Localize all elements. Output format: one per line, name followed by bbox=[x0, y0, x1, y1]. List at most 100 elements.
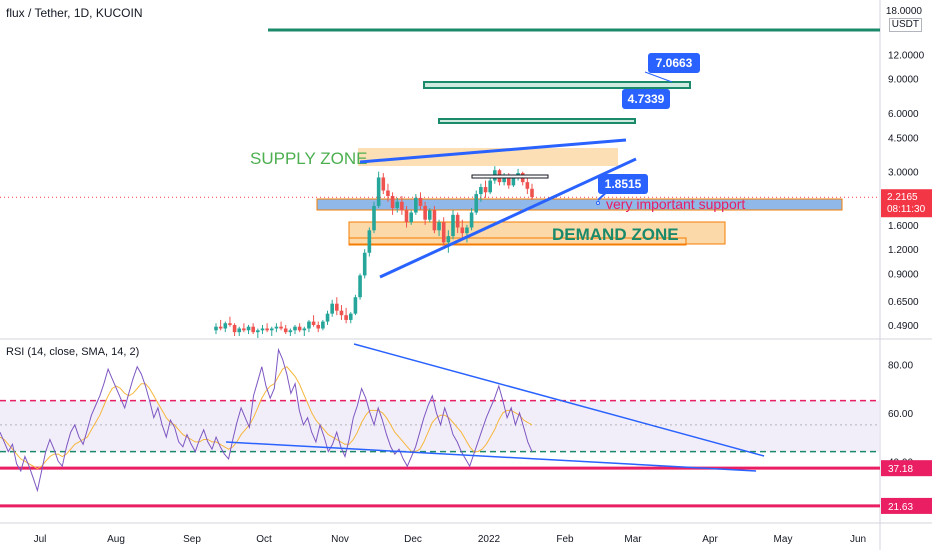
last-price-tag bbox=[881, 189, 932, 218]
rsi-band bbox=[0, 400, 880, 452]
upper-trendline bbox=[359, 138, 627, 164]
time-axis-label: Apr bbox=[702, 534, 718, 545]
range-box bbox=[471, 174, 549, 179]
candle-body bbox=[218, 326, 223, 329]
demand-zone-label: DEMAND ZONE bbox=[552, 225, 679, 244]
price-axis-label: 1.6000 bbox=[888, 221, 919, 232]
candle-body bbox=[325, 313, 330, 322]
price-axis-label: 9.0000 bbox=[888, 75, 919, 86]
candle-body bbox=[423, 205, 427, 220]
candle-body bbox=[465, 227, 469, 234]
rsi-marker-value: 37.18 bbox=[888, 464, 913, 475]
candle-body bbox=[432, 210, 437, 231]
price-axis-label: 4.5000 bbox=[888, 133, 919, 144]
candle-body bbox=[302, 328, 307, 331]
candle-body bbox=[223, 323, 228, 329]
candle-body bbox=[232, 324, 237, 333]
candle-body bbox=[525, 182, 530, 189]
chart-title: flux / Tether, 1D, KUCOIN bbox=[6, 6, 143, 20]
candle-body bbox=[488, 180, 492, 193]
candle-body bbox=[418, 197, 423, 206]
candle-body bbox=[414, 197, 418, 213]
price-axis-label: 3.0000 bbox=[888, 168, 919, 179]
demand-zone-inner bbox=[348, 237, 687, 246]
candle-body bbox=[256, 330, 260, 333]
rsi-axis-label: 80.00 bbox=[888, 360, 913, 371]
time-axis-label: Jun bbox=[850, 534, 866, 545]
candle-body bbox=[390, 195, 395, 209]
price-axis-label: 6.0000 bbox=[888, 109, 919, 120]
candle-body bbox=[483, 187, 488, 193]
candle-body bbox=[246, 326, 251, 331]
supply-zone-label: SUPPLY ZONE bbox=[250, 149, 367, 168]
rsi-marker-tag bbox=[881, 497, 932, 514]
price-axis-label: 1.2000 bbox=[888, 245, 919, 256]
target-label-box bbox=[622, 89, 670, 109]
rsi-marker-tag bbox=[881, 460, 932, 477]
candle-body bbox=[307, 321, 311, 329]
rsi-support-trendline bbox=[225, 441, 757, 472]
candle-body bbox=[400, 201, 404, 211]
target-box-1 bbox=[423, 81, 691, 89]
candle-body bbox=[358, 275, 362, 298]
candle-body bbox=[353, 297, 358, 314]
price-axis-header: 18.0000 USDT bbox=[886, 6, 922, 32]
price-axis-top-label: 18.0000 bbox=[885, 6, 922, 17]
rsi-marker-value: 21.63 bbox=[888, 502, 913, 513]
candle-body bbox=[362, 252, 367, 276]
supply-zone-box bbox=[358, 148, 618, 166]
candle-body bbox=[274, 326, 279, 329]
support-label: very important support bbox=[606, 196, 745, 212]
candle-body bbox=[381, 177, 386, 191]
time-axis-label: Oct bbox=[256, 534, 272, 545]
candle-body bbox=[316, 324, 321, 329]
candle-body bbox=[386, 190, 390, 196]
time-axis-label: Dec bbox=[404, 534, 422, 545]
candle-body bbox=[530, 188, 534, 198]
candle-body bbox=[260, 328, 265, 331]
time-axis-label: May bbox=[774, 534, 793, 545]
candle-body bbox=[269, 328, 274, 331]
candle-body bbox=[321, 321, 325, 329]
target-label: 7.0663 bbox=[656, 56, 693, 70]
candle-body bbox=[348, 313, 353, 320]
candle-body bbox=[279, 326, 283, 329]
candle-body bbox=[330, 303, 334, 314]
candle-body bbox=[427, 210, 432, 220]
candle-body bbox=[297, 326, 302, 331]
currency-label[interactable]: USDT bbox=[888, 18, 922, 32]
target-box-2 bbox=[438, 118, 636, 124]
target-label-box bbox=[598, 174, 648, 194]
candle-body bbox=[288, 330, 293, 333]
time-axis-label: 2022 bbox=[478, 534, 501, 545]
candle-body bbox=[446, 236, 451, 243]
rsi-title: RSI (14, close, SMA, 14, 2) bbox=[6, 346, 140, 358]
candle-body bbox=[502, 175, 506, 183]
candle-body bbox=[441, 222, 446, 243]
candle-body bbox=[437, 222, 441, 231]
time-axis-label: Aug bbox=[107, 534, 125, 545]
candle-body bbox=[237, 328, 242, 333]
candle-body bbox=[311, 321, 316, 325]
rsi-line bbox=[0, 347, 533, 493]
candle-body bbox=[469, 212, 474, 228]
candle-body bbox=[395, 201, 400, 209]
target1-callout-line bbox=[644, 71, 673, 83]
support-band bbox=[316, 198, 843, 211]
rsi-descending-trendline bbox=[353, 343, 765, 457]
candle-body bbox=[404, 210, 409, 223]
candle-body bbox=[293, 326, 297, 331]
price-axis-label: 0.4900 bbox=[888, 321, 919, 332]
candle-body bbox=[344, 315, 348, 320]
price-axis-label: 0.9000 bbox=[888, 270, 919, 281]
target-label: 4.7339 bbox=[628, 92, 665, 106]
time-axis-label: Mar bbox=[624, 534, 642, 545]
last-price-countdown: 08:11:30 bbox=[887, 204, 926, 215]
time-axis-label: Sep bbox=[183, 534, 201, 545]
candle-body bbox=[455, 214, 460, 228]
target-label: 1.8515 bbox=[605, 177, 642, 191]
time-axis-label: Feb bbox=[556, 534, 574, 545]
candle-body bbox=[474, 194, 479, 213]
price-axis-label: 12.0000 bbox=[888, 50, 925, 61]
